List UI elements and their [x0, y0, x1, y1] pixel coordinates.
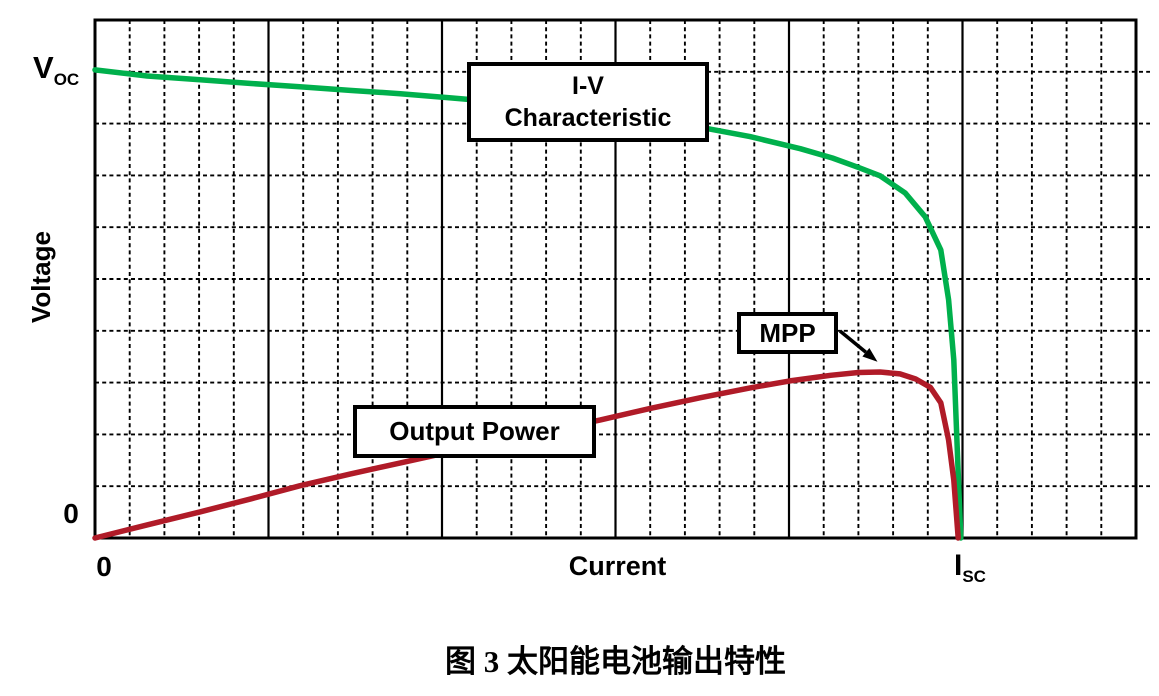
voc-subscript: OC — [53, 70, 80, 89]
x-axis-title: Current — [568, 551, 667, 581]
plot-border — [93, 18, 1138, 540]
iv-label-line2: Characteristic — [504, 104, 672, 132]
x-axis-zero-label: 0 — [96, 551, 112, 582]
y-axis-zero-label: 0 — [63, 498, 79, 529]
iv-label-line1: I-V — [572, 71, 604, 100]
voc-tick-label: VOC — [33, 50, 80, 89]
output-power-label: Output Power — [389, 416, 560, 446]
isc-main: I — [954, 549, 963, 582]
isc-tick-label: ISC — [954, 549, 986, 586]
figure-caption: 图 3 太阳能电池输出特性 — [445, 644, 786, 679]
iv-curve — [92, 67, 964, 541]
iv-characteristic-label-box: I-V Characteristic — [467, 62, 709, 142]
output-power-label-box: Output Power — [353, 405, 596, 458]
mpp-label-box: MPP — [737, 312, 838, 354]
voc-main: V — [33, 50, 54, 85]
power-curve — [92, 369, 961, 541]
mpp-label: MPP — [759, 317, 816, 348]
mpp-arrow — [838, 329, 878, 362]
y-axis-title: Voltage — [26, 231, 56, 323]
isc-subscript: SC — [962, 567, 986, 586]
